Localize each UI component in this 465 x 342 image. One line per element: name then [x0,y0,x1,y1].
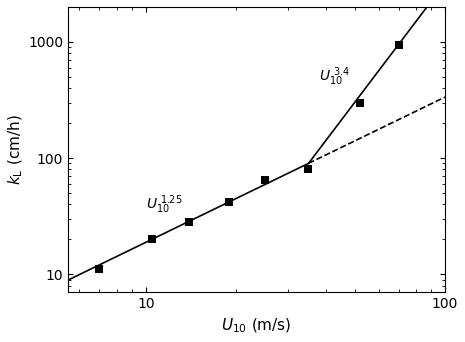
Point [261,177,268,183]
Point [395,42,402,47]
Y-axis label: $k_\mathrm{L}$ (cm/h): $k_\mathrm{L}$ (cm/h) [7,114,26,185]
Point [305,167,312,172]
Point [226,199,233,205]
Text: $U_{10}^{\ 3.4}$: $U_{10}^{\ 3.4}$ [319,66,350,88]
X-axis label: $U_{10}$ (m/s): $U_{10}$ (m/s) [221,317,292,335]
Point [356,100,364,105]
Point [96,267,103,272]
Point [186,220,193,225]
Point [148,237,156,242]
Text: $U_{10}^{\ 1.25}$: $U_{10}^{\ 1.25}$ [146,193,182,215]
